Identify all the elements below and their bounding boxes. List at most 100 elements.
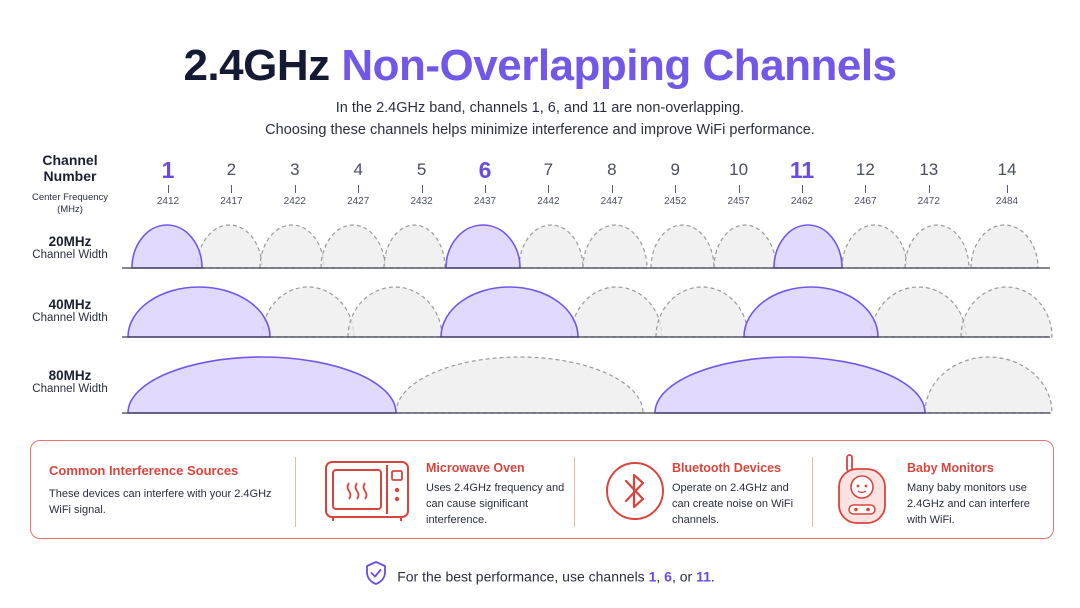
- row-label-80mhz: 80MHz Channel Width: [20, 368, 120, 395]
- channel-tick: [358, 185, 360, 193]
- footer-channel-1: 1: [648, 568, 657, 585]
- row-sublabel: Channel Width: [32, 383, 108, 395]
- channel-number-11: 11: [789, 157, 815, 183]
- row-width: 40MHz: [48, 297, 92, 312]
- channel-bandwidth-arc: [841, 224, 908, 269]
- footer-sep: ,: [656, 568, 661, 585]
- channel-bandwidth-arc: [320, 224, 386, 269]
- channel-bandwidth-arc: [655, 286, 749, 338]
- channel-tick: [865, 185, 867, 193]
- channel-bandwidth-arc: [259, 224, 325, 269]
- footer-channel-6: 6: [664, 568, 672, 585]
- channel-bandwidth-arc: [196, 224, 263, 269]
- channel-number-9: 9: [670, 160, 680, 179]
- footer-sep: , or: [671, 568, 693, 585]
- channel-tick: [548, 185, 550, 193]
- channel-tick: [231, 185, 233, 193]
- subtitle-line2: Choosing these channels helps minimize i…: [265, 122, 815, 138]
- row-width: 80MHz: [48, 368, 92, 383]
- title-part1: 2.4GHz: [183, 41, 330, 90]
- channel-tick: [168, 185, 169, 193]
- page-subtitle: In the 2.4GHz band, channels 1, 6, and 1…: [0, 97, 1080, 141]
- footer-prefix: For the best performance, use channels: [397, 568, 645, 585]
- channel-bandwidth-arc: [383, 224, 446, 269]
- channel-number-5: 5: [416, 160, 427, 179]
- channel-width-diagram: [122, 224, 1053, 414]
- channel-number-1: 1: [161, 157, 175, 183]
- channel-number-6: 6: [478, 157, 492, 183]
- channel-number-2: 2: [226, 160, 237, 179]
- center-frequency-5: 2432: [410, 196, 433, 207]
- footer-recommendation: For the best performance, use channels 1…: [0, 560, 1080, 596]
- interference-title: Common Interference Sources: [49, 463, 239, 478]
- bluetooth-icon: [603, 459, 667, 528]
- channel-bandwidth-arc: [395, 356, 644, 414]
- channel-bandwidth-arc: [904, 224, 970, 269]
- device-text: Many baby monitors use 2.4GHz and can in…: [907, 482, 1030, 526]
- center-frequency-14: 2484: [995, 196, 1019, 207]
- row-sublabel: Channel Width: [32, 312, 108, 324]
- channel-number-13: 13: [919, 160, 939, 179]
- device-title: Baby Monitors: [907, 461, 994, 475]
- channel-bandwidth-arc-highlight: [131, 224, 203, 269]
- channel-number-4: 4: [353, 160, 363, 179]
- footer-suffix: .: [710, 568, 715, 585]
- channel-bandwidth-arc: [713, 224, 777, 269]
- device-text: Operate on 2.4GHz and can create noise o…: [672, 482, 794, 526]
- divider: [812, 457, 813, 527]
- center-frequency-1: 2412: [156, 196, 180, 207]
- channel-tick: [1007, 185, 1008, 193]
- channel-number-12: 12: [855, 160, 875, 179]
- channel-tick: [738, 185, 740, 193]
- microwave-icon: [323, 459, 411, 528]
- channel-bandwidth-arc: [924, 356, 1053, 414]
- subtitle-line1: In the 2.4GHz band, channels 1, 6, and 1…: [335, 100, 745, 116]
- shield-check-icon: [365, 560, 387, 596]
- channel-number-10: 10: [729, 160, 749, 179]
- channel-tick: [485, 185, 486, 193]
- title-part2: Non-Overlapping Channels: [341, 41, 897, 90]
- channel-tick: [611, 185, 613, 193]
- channel-number-8: 8: [607, 160, 617, 179]
- interference-panel: Common Interference Sources These device…: [30, 440, 1054, 539]
- device-text: Uses 2.4GHz frequency and can cause sign…: [426, 482, 565, 526]
- channel-bandwidth-arc: [261, 286, 355, 338]
- center-frequency-12: 2467: [854, 196, 877, 207]
- center-frequency-header: Center Frequency (MHz): [31, 192, 109, 215]
- channel-bandwidth-arc-highlight: [127, 356, 397, 414]
- center-frequency-13: 2472: [917, 196, 940, 207]
- footer-channel-11: 11: [696, 568, 711, 585]
- channel-tick: [675, 185, 677, 193]
- channel-bandwidth-arc-highlight: [127, 286, 271, 338]
- center-frequency-9: 2452: [664, 196, 687, 207]
- channel-bandwidth-arc-highlight: [445, 224, 521, 269]
- channel-bandwidth-arc: [347, 286, 443, 338]
- center-frequency-6: 2437: [473, 196, 497, 207]
- channel-bandwidth-arc: [960, 286, 1053, 338]
- channel-bandwidth-arc-highlight: [440, 286, 579, 338]
- center-frequency-3: 2422: [283, 196, 306, 207]
- channel-tick: [802, 185, 803, 193]
- channel-number-header: Channel Number: [20, 152, 120, 184]
- center-frequency-11: 2462: [790, 196, 814, 207]
- interference-text: These devices can interfere with your 2.…: [49, 488, 272, 516]
- channel-tick: [928, 185, 930, 193]
- row-width: 20MHz: [48, 234, 92, 249]
- row-label-20mhz: 20MHz Channel Width: [20, 234, 120, 261]
- device-title: Microwave Oven: [426, 461, 525, 475]
- center-frequency-10: 2457: [727, 196, 750, 207]
- channel-bandwidth-arc: [650, 224, 715, 269]
- center-frequency-8: 2447: [600, 196, 623, 207]
- channel-number-14: 14: [997, 160, 1017, 179]
- channel-number-7: 7: [543, 160, 554, 179]
- channel-tick: [294, 185, 296, 193]
- channel-bandwidth-arc-highlight: [743, 286, 879, 338]
- center-frequency-7: 2442: [537, 196, 560, 207]
- divider: [295, 457, 296, 527]
- device-title: Bluetooth Devices: [672, 461, 782, 475]
- baby-monitor-icon: [833, 453, 893, 532]
- channel-bandwidth-arc-highlight: [654, 356, 926, 414]
- page-title: 2.4GHz Non-Overlapping Channels: [0, 38, 1080, 94]
- channel-number-3: 3: [290, 160, 300, 179]
- channel-tick: [421, 185, 423, 193]
